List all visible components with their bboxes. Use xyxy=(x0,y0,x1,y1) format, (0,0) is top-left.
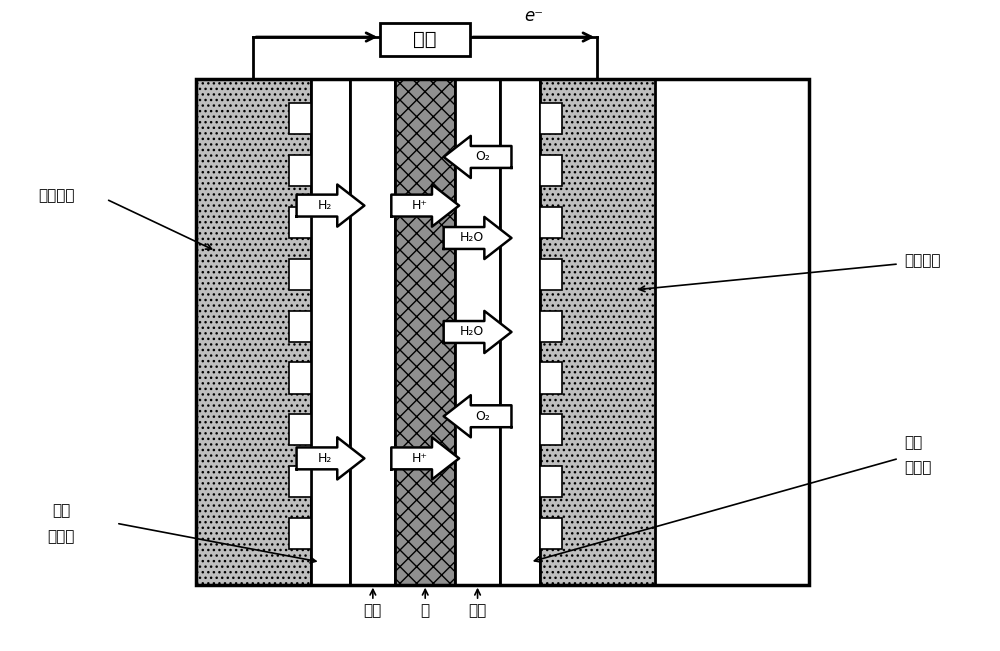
Bar xyxy=(380,23,470,57)
Bar xyxy=(540,414,562,445)
Bar xyxy=(540,155,562,186)
Text: 气体: 气体 xyxy=(52,503,70,518)
Bar xyxy=(395,79,455,585)
Polygon shape xyxy=(444,136,511,178)
Text: 流动场板: 流动场板 xyxy=(904,253,940,268)
Bar xyxy=(196,79,809,585)
Bar xyxy=(311,79,350,585)
Text: 扩散层: 扩散层 xyxy=(48,529,75,544)
Text: 负载: 负载 xyxy=(413,30,437,49)
Text: 扩散层: 扩散层 xyxy=(904,461,931,476)
Polygon shape xyxy=(391,184,459,227)
Bar xyxy=(289,466,311,497)
Polygon shape xyxy=(444,217,511,259)
Polygon shape xyxy=(444,395,511,437)
Bar xyxy=(540,466,562,497)
Text: O₂: O₂ xyxy=(476,409,490,422)
Bar xyxy=(540,207,562,238)
Text: H₂: H₂ xyxy=(318,452,332,465)
Bar xyxy=(455,79,500,585)
Text: H₂O: H₂O xyxy=(460,326,484,339)
Text: 阳极: 阳极 xyxy=(364,603,382,618)
Bar xyxy=(196,79,311,585)
Bar xyxy=(289,103,311,134)
Bar xyxy=(289,363,311,394)
Text: H⁺: H⁺ xyxy=(412,452,428,465)
Text: e⁻: e⁻ xyxy=(524,7,543,25)
Bar xyxy=(540,363,562,394)
Bar xyxy=(289,518,311,549)
Bar xyxy=(289,207,311,238)
Bar xyxy=(540,103,562,134)
Text: 阴极: 阴极 xyxy=(468,603,487,618)
Text: 气体: 气体 xyxy=(904,435,922,450)
Bar xyxy=(289,414,311,445)
Bar xyxy=(540,518,562,549)
Text: 膜: 膜 xyxy=(421,603,430,618)
Bar xyxy=(350,79,395,585)
Text: H₂: H₂ xyxy=(318,199,332,212)
Polygon shape xyxy=(297,437,364,479)
Polygon shape xyxy=(391,437,459,479)
Bar xyxy=(540,79,655,585)
Bar xyxy=(540,311,562,342)
Polygon shape xyxy=(297,184,364,227)
Bar xyxy=(289,258,311,290)
Bar xyxy=(289,311,311,342)
Bar xyxy=(289,155,311,186)
Text: 流动场板: 流动场板 xyxy=(38,188,74,203)
Bar xyxy=(540,258,562,290)
Text: H⁺: H⁺ xyxy=(412,199,428,212)
Bar xyxy=(500,79,540,585)
Text: H₂O: H₂O xyxy=(460,232,484,245)
Text: O₂: O₂ xyxy=(476,150,490,163)
Polygon shape xyxy=(444,311,511,353)
